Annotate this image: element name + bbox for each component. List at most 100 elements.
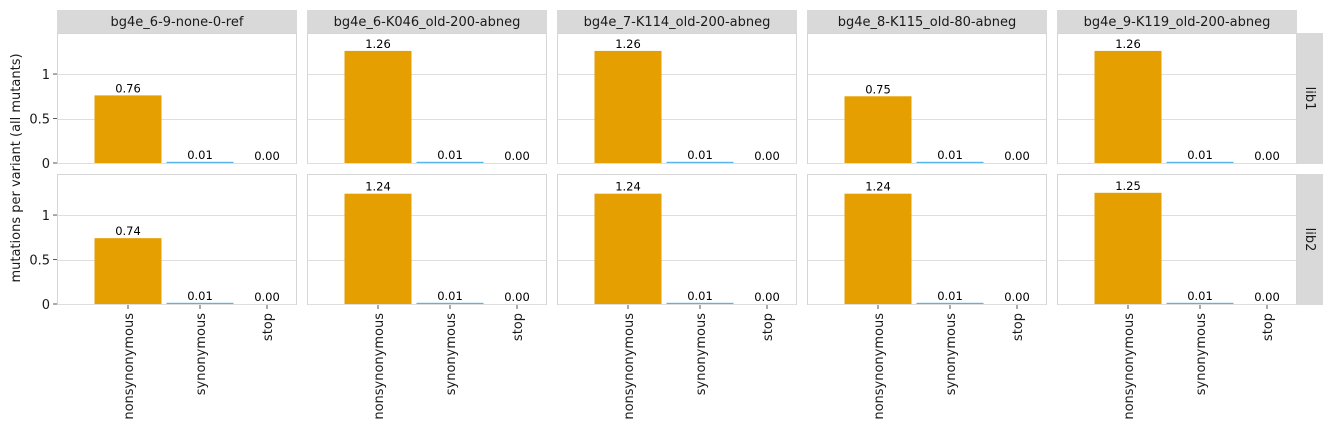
bar-value-label: 0.75 xyxy=(865,82,891,96)
bar-value-label: 0.00 xyxy=(1004,149,1030,163)
y-tick-label: 1 xyxy=(42,68,50,83)
bar-value-label: 0.01 xyxy=(1187,148,1213,162)
panel: 1.26 0.01 0.00 xyxy=(307,33,547,164)
bar-value-label: 1.26 xyxy=(365,37,391,51)
panel-frame xyxy=(557,174,797,305)
panel-frame xyxy=(557,33,797,164)
facet-strip xyxy=(57,10,297,33)
x-tick-label: synonymous xyxy=(944,313,959,395)
bar-value-label: 1.26 xyxy=(1115,37,1141,51)
x-tick-label: stop xyxy=(1261,313,1276,341)
bar-value-label: 0.00 xyxy=(504,290,530,304)
panel-frame xyxy=(807,33,1047,164)
panel-frame xyxy=(57,174,297,305)
bar-synonymous xyxy=(666,161,734,163)
facet-strip xyxy=(307,10,547,33)
bar-value-label: 0.00 xyxy=(254,149,280,163)
bar-nonsynonymous xyxy=(1094,192,1162,304)
facet-strip xyxy=(557,10,797,33)
bar-value-label: 0.00 xyxy=(754,290,780,304)
facet-strip-label: bg4e_9-K119_old-200-abneg xyxy=(1084,15,1271,30)
y-axis-title: mutations per variant (all mutants) xyxy=(9,53,24,282)
bar-value-label: 0.01 xyxy=(437,148,463,162)
bar-synonymous xyxy=(1166,161,1234,163)
bar-value-label: 1.24 xyxy=(615,180,641,194)
bar-value-label: 0.01 xyxy=(687,148,713,162)
panel: 0.75 0.01 0.00 xyxy=(807,33,1047,164)
panel: 0.74 0.01 0.00 xyxy=(57,174,297,305)
bar-synonymous xyxy=(666,302,734,304)
bar-value-label: 0.00 xyxy=(504,149,530,163)
bar-synonymous xyxy=(916,161,984,163)
facet-strip xyxy=(1057,10,1297,33)
bar-value-label: 0.76 xyxy=(115,81,141,95)
bar-value-label: 0.01 xyxy=(687,289,713,303)
bar-value-label: 0.01 xyxy=(1187,289,1213,303)
x-tick-label: synonymous xyxy=(194,313,209,395)
x-tick-label: stop xyxy=(1011,313,1026,341)
bar-value-label: 0.00 xyxy=(254,290,280,304)
panel: 1.24 0.01 0.00 xyxy=(557,174,797,305)
bar-nonsynonymous xyxy=(344,50,412,163)
bar-nonsynonymous xyxy=(1094,50,1162,163)
bar-nonsynonymous xyxy=(844,96,912,163)
row-strip-label: lib2 xyxy=(1302,228,1317,252)
bar-value-label: 1.25 xyxy=(1115,179,1141,193)
bar-value-label: 0.00 xyxy=(1254,290,1280,304)
x-tick-label: stop xyxy=(761,313,776,341)
bar-value-label: 0.00 xyxy=(754,149,780,163)
bar-value-label: 0.00 xyxy=(1254,149,1280,163)
bar-nonsynonymous xyxy=(94,238,162,304)
panel: 1.26 0.01 0.00 xyxy=(1057,33,1297,164)
panel: 1.24 0.01 0.00 xyxy=(807,174,1047,305)
panel-frame xyxy=(57,33,297,164)
y-tick-label: 0 xyxy=(42,157,50,172)
row-strip-label: lib1 xyxy=(1302,87,1317,111)
panel: 1.24 0.01 0.00 xyxy=(307,174,547,305)
bar-value-label: 0.01 xyxy=(937,289,963,303)
y-tick-label: 0.5 xyxy=(29,113,50,128)
panel-frame xyxy=(1057,33,1297,164)
y-tick-label: 0 xyxy=(42,298,50,313)
panel: 1.26 0.01 0.00 xyxy=(557,33,797,164)
bar-value-label: 0.01 xyxy=(187,148,213,162)
bar-nonsynonymous xyxy=(594,193,662,304)
bar-synonymous xyxy=(166,302,234,304)
bar-synonymous xyxy=(1166,302,1234,304)
facet-strip-label: bg4e_8-K115_old-80-abneg xyxy=(838,15,1017,30)
bar-synonymous xyxy=(916,302,984,304)
bar-value-label: 1.26 xyxy=(615,37,641,51)
bar-value-label: 0.01 xyxy=(437,289,463,303)
panel-frame xyxy=(307,174,547,305)
bar-nonsynonymous xyxy=(344,193,412,304)
x-tick-label: stop xyxy=(511,313,526,341)
panel: 0.76 0.01 0.00 xyxy=(57,33,297,164)
facet-strip xyxy=(807,10,1047,33)
bar-value-label: 0.01 xyxy=(187,289,213,303)
bar-nonsynonymous xyxy=(844,193,912,304)
x-tick-label: nonsynonymous xyxy=(1122,313,1137,420)
facet-strip-label: bg4e_7-K114_old-200-abneg xyxy=(584,15,771,30)
y-tick-label: 0.5 xyxy=(29,254,50,269)
x-tick-label: synonymous xyxy=(1194,313,1209,395)
x-tick-label: synonymous xyxy=(694,313,709,395)
bar-value-label: 1.24 xyxy=(865,180,891,194)
x-tick-label: nonsynonymous xyxy=(872,313,887,420)
bar-synonymous xyxy=(166,161,234,163)
bar-synonymous xyxy=(416,302,484,304)
panel-frame xyxy=(807,174,1047,305)
x-tick-label: nonsynonymous xyxy=(622,313,637,420)
bar-nonsynonymous xyxy=(94,95,162,163)
x-tick-label: nonsynonymous xyxy=(372,313,387,420)
facet-strip-label: bg4e_6-K046_old-200-abneg xyxy=(334,15,521,30)
panel: 1.25 0.01 0.00 xyxy=(1057,174,1297,305)
row-strip xyxy=(1297,174,1323,305)
bar-value-label: 0.00 xyxy=(1004,290,1030,304)
bar-value-label: 1.24 xyxy=(365,180,391,194)
bar-nonsynonymous xyxy=(594,50,662,163)
bar-synonymous xyxy=(416,161,484,163)
panel-frame xyxy=(307,33,547,164)
y-tick-label: 1 xyxy=(42,209,50,224)
bar-value-label: 0.74 xyxy=(115,224,141,238)
